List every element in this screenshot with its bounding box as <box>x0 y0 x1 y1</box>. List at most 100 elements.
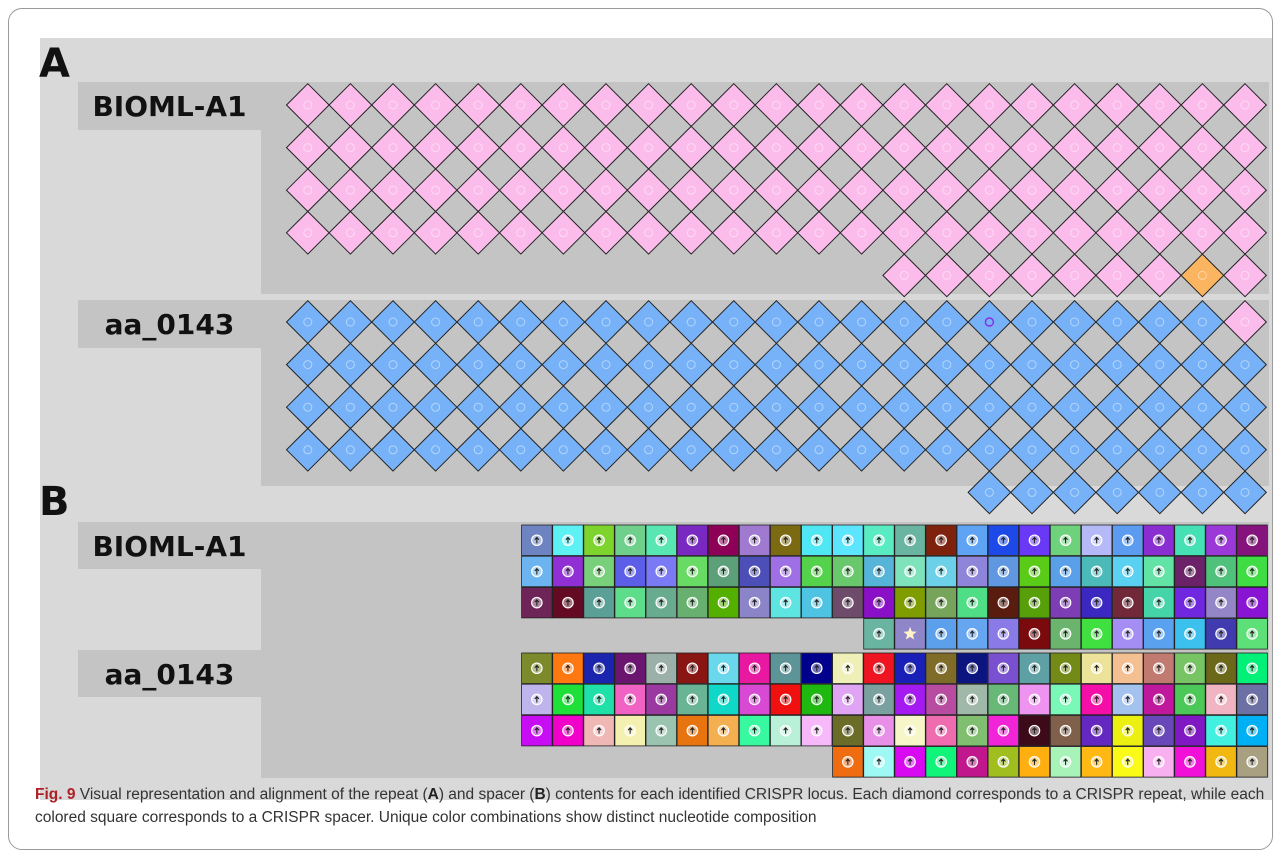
repeat-marker <box>1155 360 1165 370</box>
spacer-track-aa <box>521 652 1268 778</box>
spacer-arrow <box>1156 758 1162 765</box>
repeat-marker <box>1155 445 1165 455</box>
repeat-diamond <box>796 82 842 128</box>
repeat-diamond <box>924 210 969 255</box>
repeat-marker <box>345 317 355 327</box>
repeat-diamond <box>541 168 586 213</box>
repeat-marker <box>729 317 739 327</box>
repeat-marker <box>431 402 441 412</box>
spacer-arrow <box>1094 727 1100 734</box>
repeat-marker <box>1112 143 1122 153</box>
repeat-marker <box>601 228 611 238</box>
spacer-square <box>801 524 833 556</box>
repeat-marker <box>644 402 654 412</box>
repeat-marker <box>984 228 994 238</box>
spacer-arrow <box>876 695 882 703</box>
spacer-arrow <box>876 758 882 765</box>
repeat-diamond <box>370 427 416 472</box>
spacer-arrow <box>1000 599 1006 606</box>
repeat-diamond <box>711 427 756 472</box>
repeat-marker <box>1027 487 1037 497</box>
repeat-marker <box>516 317 526 327</box>
repeat-marker <box>814 445 824 455</box>
repeat-diamond <box>839 125 884 170</box>
repeat-diamond <box>1009 82 1055 128</box>
spacer-arrow <box>565 567 571 575</box>
repeat-marker <box>431 317 441 327</box>
repeat-diamond <box>882 427 927 472</box>
repeat-diamond <box>1180 253 1225 298</box>
repeat-diamond <box>498 385 543 430</box>
repeat-marker <box>899 270 909 280</box>
repeat-diamond <box>754 385 799 430</box>
repeat-marker <box>814 360 824 370</box>
repeat-diamond <box>1052 210 1097 255</box>
caption-fig-label: Fig. 9 <box>35 786 76 803</box>
caption-bold-a: A <box>427 786 439 803</box>
repeat-diamond <box>754 82 799 128</box>
repeat-marker <box>1027 143 1037 153</box>
repeat-marker <box>644 100 654 110</box>
caption-bold-b: B <box>534 786 546 803</box>
spacer-arrow <box>1032 630 1037 637</box>
repeat-marker <box>473 100 483 110</box>
repeat-diamond <box>882 168 927 213</box>
spacer-arrow <box>1187 536 1193 544</box>
repeat-diamond <box>1222 385 1268 430</box>
repeat-diamond <box>1095 342 1140 387</box>
spacer-arrow <box>1094 758 1100 765</box>
repeat-marker <box>601 317 611 327</box>
spacer-arrow <box>1218 567 1224 575</box>
repeat-marker <box>1112 100 1122 110</box>
spacer-star <box>903 626 917 640</box>
repeat-marker <box>984 317 995 327</box>
repeat-marker <box>345 143 355 153</box>
repeat-marker <box>303 360 313 370</box>
repeat-marker <box>1197 487 1207 497</box>
repeat-marker <box>1240 317 1250 327</box>
repeat-marker <box>473 402 483 412</box>
repeat-marker <box>1197 185 1207 195</box>
spacer-arrow <box>1218 695 1224 703</box>
spacer-arrow <box>752 727 757 734</box>
repeat-diamond <box>796 299 842 345</box>
repeat-diamond <box>1052 82 1097 128</box>
repeat-diamond <box>1095 168 1140 213</box>
spacer-arrow <box>814 695 820 703</box>
repeat-diamond <box>370 125 416 170</box>
repeat-diamond <box>754 299 799 345</box>
spacer-arrow <box>814 599 820 606</box>
repeat-marker <box>1240 445 1250 455</box>
spacer-arrow <box>596 664 602 672</box>
repeat-marker <box>1112 317 1122 327</box>
repeat-diamond <box>711 342 756 387</box>
spacer-arrow <box>534 664 540 672</box>
repeat-marker <box>1112 360 1122 370</box>
repeat-marker <box>1112 487 1122 497</box>
spacer-arrow <box>1094 664 1100 672</box>
repeat-diamond <box>754 210 799 255</box>
repeat-diamond <box>1052 168 1097 213</box>
repeat-diamond <box>626 125 671 170</box>
repeat-label-box-bioml <box>78 82 261 130</box>
spacer-arrow <box>1249 536 1255 544</box>
repeat-marker <box>345 360 355 370</box>
spacer-arrow <box>814 727 820 734</box>
repeat-diamond <box>541 125 586 170</box>
spacer-arrow <box>1218 599 1224 606</box>
repeat-marker <box>942 270 952 280</box>
spacer-arrow <box>1063 536 1068 544</box>
repeat-marker <box>984 402 994 412</box>
repeat-marker <box>303 317 313 327</box>
repeat-diamond <box>1222 470 1268 515</box>
repeat-diamond <box>1009 427 1055 472</box>
repeat-diamond <box>1052 253 1097 298</box>
repeat-marker <box>729 360 739 370</box>
repeat-marker <box>1027 185 1037 195</box>
repeat-marker <box>516 185 526 195</box>
repeat-marker <box>345 402 355 412</box>
spacer-arrow <box>1187 695 1193 703</box>
repeat-diamond <box>1009 210 1055 255</box>
spacer-arrow <box>938 567 944 575</box>
repeat-diamond <box>669 299 714 345</box>
